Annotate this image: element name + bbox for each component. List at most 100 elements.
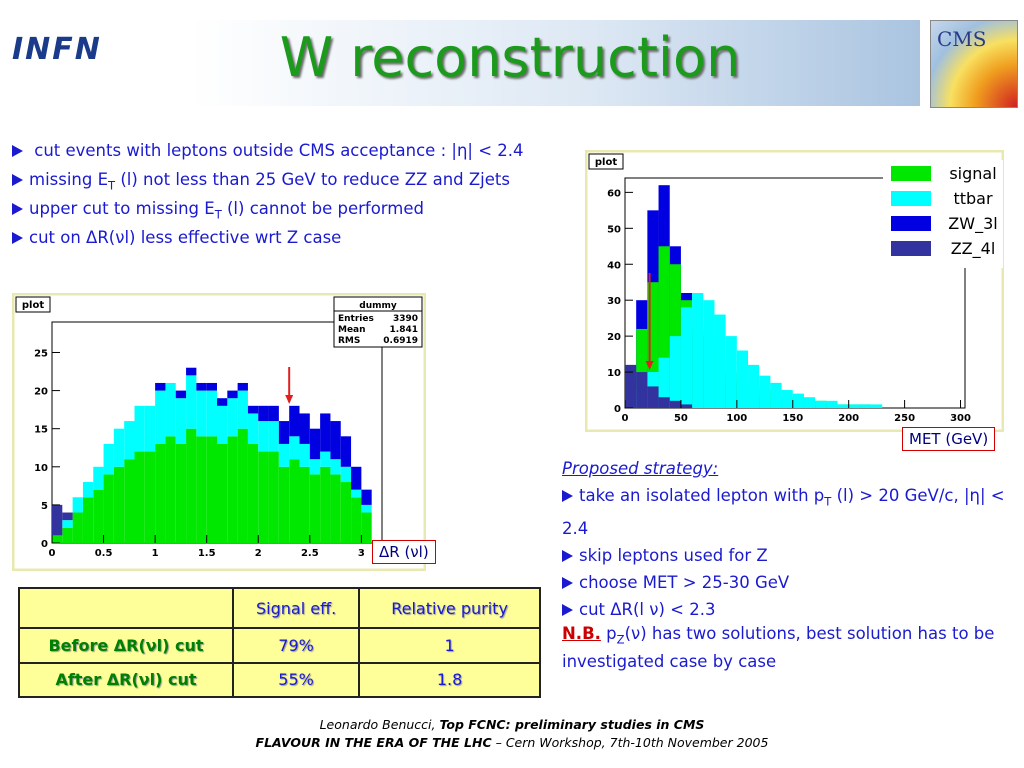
bullet: upper cut to missing ET (l) cannot be pe…: [12, 199, 424, 221]
histogram-bar: [113, 428, 125, 467]
stats-key: Mean: [338, 325, 366, 335]
histogram-bar: [247, 413, 259, 444]
histogram-bar: [680, 307, 693, 408]
x-axis-label: ΔR (νl): [372, 540, 436, 564]
histogram-bar: [289, 436, 300, 460]
strategy-item: skip leptons used for Z: [562, 542, 1012, 569]
histogram-bar: [258, 421, 269, 452]
cell: 55%: [231, 661, 361, 698]
histogram-bar: [62, 520, 73, 528]
histogram-bar: [848, 404, 860, 408]
histogram-bar: [237, 428, 248, 543]
footer: Leonardo Benucci, Top FCNC: preliminary …: [0, 716, 1024, 752]
histogram-bar: [175, 443, 187, 543]
histogram-bar: [361, 489, 372, 505]
histogram-bar: [206, 382, 217, 391]
y-tick-label: 0: [41, 539, 48, 550]
histogram-bar: [247, 405, 259, 414]
text-run: (l) not less than 25 GeV to reduce ZZ an…: [115, 170, 510, 189]
histogram-bar: [320, 466, 331, 543]
histogram-bar: [320, 451, 331, 467]
histogram-bar: [155, 390, 166, 444]
text-run: take an isolated lepton with p: [579, 486, 825, 505]
legend-label: ZZ_4l: [951, 239, 996, 259]
histogram-bar: [206, 390, 217, 437]
row-label: Before ΔR(νl) cut: [18, 627, 234, 664]
strategy-item: choose MET > 25-30 GeV: [562, 569, 1012, 596]
slide-title: W reconstruction: [279, 26, 741, 89]
histogram-bar: [227, 390, 238, 399]
histogram-bar: [93, 489, 104, 543]
histogram-bar: [113, 466, 125, 543]
histogram-bar: [361, 512, 372, 543]
histogram-bar: [165, 382, 176, 437]
text-run: (l) > 20 GeV/c, |η| < 2.4: [562, 486, 1005, 539]
x-tick-label: 0: [49, 548, 56, 559]
histogram-bar: [175, 398, 187, 444]
legend-swatch: [891, 191, 931, 206]
text-run: – Cern Workshop, 7th-10th November 2005: [491, 735, 769, 750]
histogram-bar: [703, 300, 715, 408]
histogram-bar: [736, 350, 749, 408]
item-text: choose MET > 25-30 GeV: [579, 573, 789, 592]
stats-title: dummy: [359, 301, 397, 311]
histogram-bar: [175, 390, 187, 399]
cell: 1.8: [358, 661, 541, 698]
histogram-bar: [647, 282, 659, 408]
histogram-bar: [247, 443, 259, 543]
bullet: cut on ΔR(νl) less effective wrt Z case: [12, 228, 341, 247]
histogram-bar: [186, 428, 197, 543]
cell: 1: [358, 627, 541, 664]
histogram-bar: [186, 375, 197, 429]
plot-label: plot: [22, 300, 44, 311]
histogram-bar: [93, 466, 104, 490]
histogram-bar: [72, 497, 83, 513]
histogram-bar: [62, 527, 73, 543]
y-tick-label: 30: [607, 296, 621, 307]
histogram-bar: [330, 459, 341, 475]
header-cell: Signal eff.: [231, 587, 361, 629]
histogram-bar: [196, 436, 207, 543]
histogram-bar: [124, 459, 135, 543]
histogram-bar: [759, 375, 771, 408]
text-run: choose MET > 25-30 GeV: [579, 573, 790, 593]
histogram-bar: [82, 497, 94, 543]
strategy: Proposed strategy: take an isolated lept…: [562, 455, 1012, 673]
histogram-bar: [361, 504, 372, 513]
y-tick-label: 50: [607, 224, 621, 235]
histogram-bar: [309, 428, 321, 460]
plot-label: plot: [595, 157, 617, 168]
histogram-bar: [299, 413, 310, 444]
histogram-bar: [278, 421, 290, 444]
histogram-bar: [237, 382, 248, 391]
histogram-bar: [217, 398, 228, 406]
plot-label-box: [15, 296, 51, 313]
histogram-bar: [658, 246, 670, 408]
header-band: [190, 20, 920, 106]
bullet-text: cut on ΔR(νl) less effective wrt Z case: [29, 228, 341, 247]
y-tick-label: 60: [607, 188, 621, 199]
histogram-bar: [837, 404, 849, 408]
text-run: Leonardo Benucci,: [319, 717, 440, 732]
footer-line: FLAVOUR IN THE ERA OF THE LHC – Cern Wor…: [0, 734, 1024, 752]
histogram-bar: [669, 400, 681, 408]
histogram-bar: [144, 451, 156, 543]
histogram-bar: [227, 436, 238, 543]
histogram-bar: [725, 336, 737, 408]
x-tick-label: 50: [674, 413, 688, 424]
x-tick-label: 3: [358, 548, 365, 559]
histogram-bar: [320, 413, 331, 452]
text-run: (l) cannot be performed: [221, 199, 424, 218]
x-tick-label: 100: [726, 413, 747, 424]
histogram-bar: [803, 397, 816, 408]
histogram-bar: [217, 405, 228, 444]
stats-value: 0.6919: [383, 336, 418, 346]
histogram-bar: [309, 474, 321, 543]
cell: 79%: [231, 627, 361, 664]
y-tick-label: 25: [34, 348, 48, 359]
x-tick-label: 1: [152, 548, 159, 559]
stats-box: [333, 296, 423, 348]
y-tick-label: 20: [34, 387, 48, 398]
histogram-bar: [258, 451, 269, 543]
histogram-bar: [658, 397, 670, 408]
